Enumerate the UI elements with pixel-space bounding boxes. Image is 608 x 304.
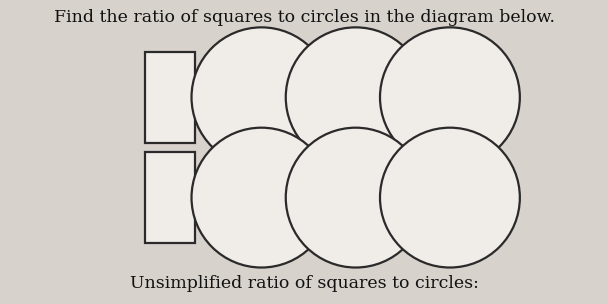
Ellipse shape: [286, 27, 426, 167]
Ellipse shape: [380, 128, 520, 268]
Ellipse shape: [192, 27, 331, 167]
Text: Find the ratio of squares to circles in the diagram below.: Find the ratio of squares to circles in …: [54, 9, 554, 26]
Ellipse shape: [192, 128, 331, 268]
Bar: [145, 152, 195, 243]
Ellipse shape: [286, 128, 426, 268]
Bar: [145, 52, 195, 143]
Ellipse shape: [380, 27, 520, 167]
Text: Unsimplified ratio of squares to circles:: Unsimplified ratio of squares to circles…: [130, 275, 478, 292]
